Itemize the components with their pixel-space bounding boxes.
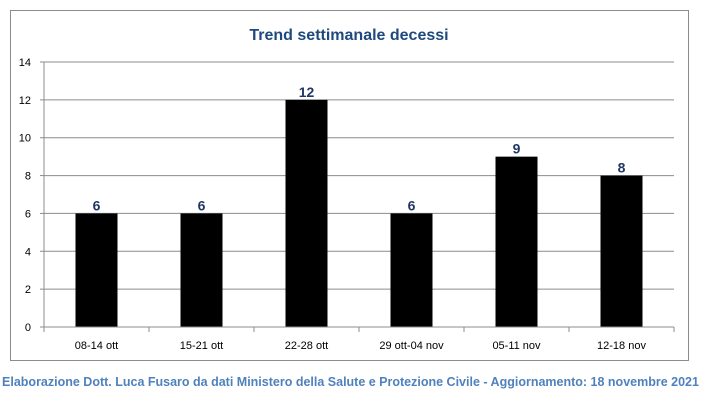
y-tick-label: 0 xyxy=(25,322,31,334)
chart-frame xyxy=(10,10,689,361)
bars xyxy=(75,99,643,327)
data-label: 6 xyxy=(198,197,206,213)
y-tick-label: 10 xyxy=(19,133,31,145)
data-label: 8 xyxy=(618,160,626,176)
bar xyxy=(600,175,643,327)
x-axis-ticks: 08-14 ott 15-21 ott 22-28 ott 29 ott-04 nov… xyxy=(43,327,675,352)
y-tick-label: 6 xyxy=(25,208,31,220)
y-axis-ticks: 0 2 4 6 8 10 12 14 xyxy=(19,57,31,334)
bar xyxy=(285,99,328,327)
data-labels: 6 6 12 6 9 8 xyxy=(93,84,626,214)
x-tick-label: 12-18 nov xyxy=(597,340,646,352)
data-label: 12 xyxy=(299,84,315,100)
y-tick-label: 14 xyxy=(19,57,31,69)
y-tick-label: 4 xyxy=(25,246,31,258)
bar xyxy=(390,213,433,327)
y-tick-label: 2 xyxy=(25,284,31,296)
x-tick-label: 15-21 ott xyxy=(180,340,223,352)
x-tick-label: 22-28 ott xyxy=(285,340,328,352)
x-tick-label: 08-14 ott xyxy=(75,340,118,352)
chart-title: Trend settimanale decessi xyxy=(249,27,448,44)
source-note: Elaborazione Dott. Luca Fusaro da dati M… xyxy=(2,375,699,389)
bar xyxy=(495,156,538,327)
bar xyxy=(75,213,118,327)
x-tick-label: 29 ott-04 nov xyxy=(379,340,444,352)
bar xyxy=(180,213,223,327)
data-label: 6 xyxy=(93,197,101,213)
y-tick-label: 12 xyxy=(19,95,31,107)
data-label: 6 xyxy=(408,197,416,213)
data-label: 9 xyxy=(513,141,521,157)
gridlines xyxy=(40,61,674,328)
y-tick-label: 8 xyxy=(25,171,31,183)
x-tick-label: 05-11 nov xyxy=(492,340,541,352)
